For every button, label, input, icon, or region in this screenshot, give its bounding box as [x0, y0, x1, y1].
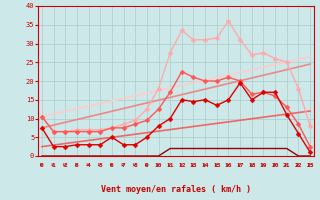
X-axis label: Vent moyen/en rafales ( km/h ): Vent moyen/en rafales ( km/h )	[101, 185, 251, 194]
